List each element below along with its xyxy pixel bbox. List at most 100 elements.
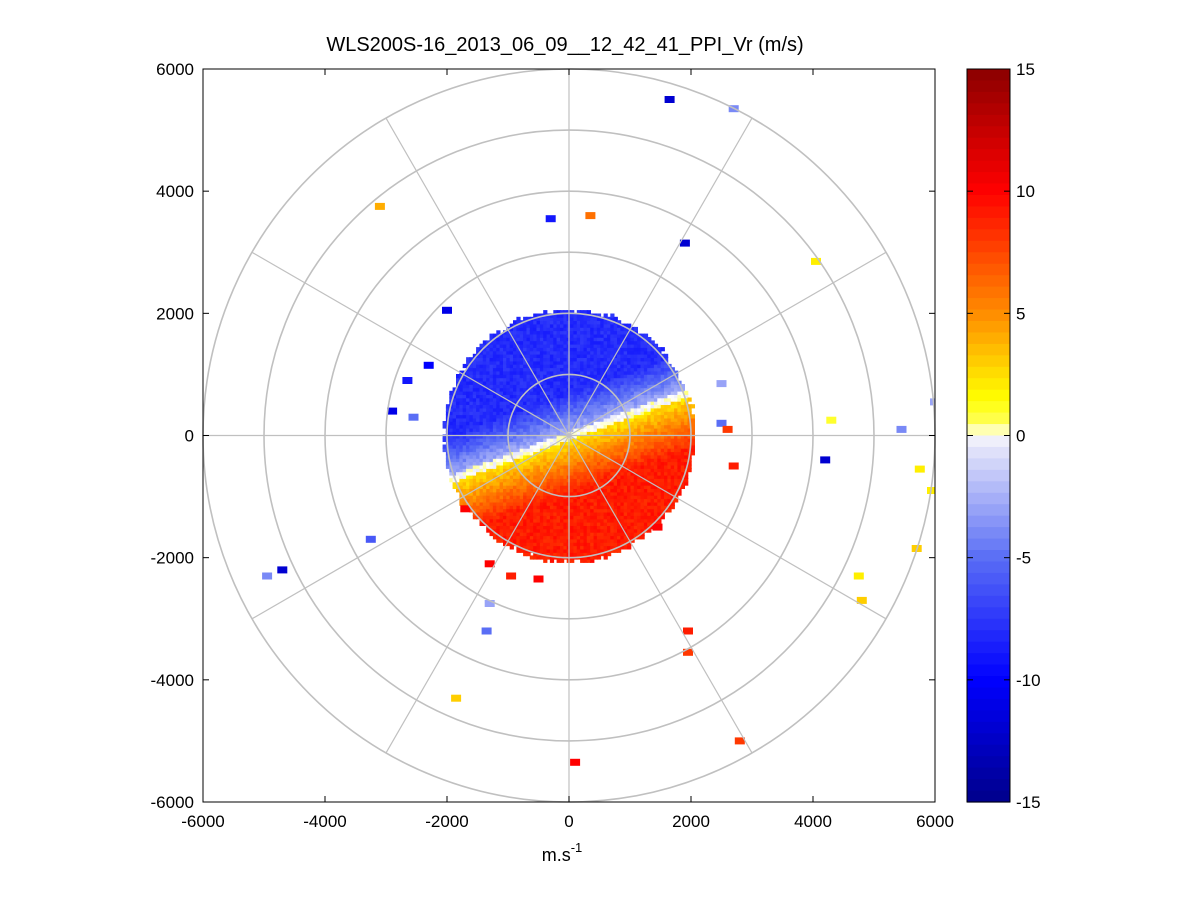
velocity-cell	[600, 400, 605, 405]
velocity-cell	[472, 357, 477, 362]
scatter-echo	[545, 215, 556, 223]
velocity-cell	[586, 326, 591, 332]
velocity-cell	[539, 481, 545, 486]
velocity-cell	[643, 505, 649, 510]
velocity-cell	[546, 333, 551, 338]
scatter-echo	[826, 416, 837, 424]
velocity-cell	[466, 437, 471, 442]
velocity-cell	[640, 521, 645, 526]
velocity-cell	[526, 367, 531, 372]
velocity-cell	[492, 387, 498, 392]
velocity-cell	[620, 390, 625, 395]
velocity-cell	[637, 377, 642, 382]
velocity-cell	[643, 481, 649, 486]
velocity-cell	[670, 457, 675, 463]
velocity-cell	[603, 414, 608, 419]
velocity-cell	[462, 431, 467, 436]
velocity-cell	[509, 340, 514, 345]
velocity-cell	[640, 357, 645, 362]
velocity-cell	[610, 545, 615, 550]
velocity-cell	[529, 508, 534, 513]
velocity-cell	[650, 478, 655, 483]
velocity-cell	[486, 494, 491, 500]
velocity-cell	[607, 535, 612, 540]
velocity-cell	[539, 515, 545, 520]
velocity-cell	[617, 357, 622, 362]
velocity-cell	[623, 478, 628, 483]
velocity-cell	[617, 538, 622, 543]
velocity-cell	[466, 367, 471, 372]
velocity-cell	[643, 374, 649, 379]
velocity-cell	[549, 441, 555, 446]
velocity-cell	[657, 360, 662, 365]
velocity-cell	[573, 541, 578, 547]
velocity-cell	[593, 347, 598, 352]
velocity-cell	[600, 404, 605, 409]
velocity-cell	[479, 447, 484, 453]
velocity-cell	[690, 404, 695, 409]
y-tick-label: 0	[185, 427, 194, 446]
velocity-cell	[590, 484, 595, 489]
velocity-cell	[482, 471, 487, 476]
velocity-cell	[533, 377, 538, 382]
velocity-cell	[573, 552, 578, 557]
velocity-cell	[529, 343, 534, 348]
velocity-cell	[449, 437, 454, 442]
velocity-cell	[459, 468, 464, 473]
velocity-cell	[536, 343, 541, 348]
velocity-cell	[580, 468, 585, 473]
velocity-cell	[496, 538, 501, 543]
velocity-cell	[664, 474, 669, 479]
velocity-cell	[613, 333, 618, 338]
velocity-cell	[563, 347, 568, 352]
velocity-cell	[546, 323, 551, 328]
velocity-cell	[523, 464, 528, 469]
velocity-cell	[586, 474, 591, 479]
velocity-cell	[596, 363, 602, 369]
velocity-cell	[516, 424, 521, 429]
velocity-cell	[513, 374, 518, 379]
velocity-cell	[580, 320, 585, 325]
velocity-cell	[553, 518, 558, 523]
velocity-cell	[667, 447, 672, 453]
velocity-cell	[486, 441, 491, 446]
velocity-cell	[684, 454, 689, 459]
velocity-cell	[573, 370, 578, 375]
velocity-cell	[462, 363, 467, 369]
velocity-cell	[647, 397, 652, 402]
velocity-cell	[640, 494, 645, 500]
velocity-cell	[513, 491, 518, 496]
velocity-cell	[657, 447, 662, 453]
velocity-cell	[519, 367, 524, 372]
velocity-cell	[466, 380, 471, 385]
velocity-cell	[563, 451, 568, 456]
velocity-cell	[476, 367, 481, 372]
velocity-cell	[482, 347, 487, 352]
velocity-cell	[674, 434, 679, 439]
velocity-cell	[472, 478, 477, 483]
velocity-cell	[593, 525, 598, 530]
velocity-cell	[466, 360, 471, 365]
velocity-cell	[513, 454, 518, 459]
velocity-cell	[600, 478, 605, 483]
velocity-cell	[637, 394, 642, 399]
colorbar-segment	[967, 91, 1010, 104]
velocity-cell	[489, 484, 494, 489]
velocity-cell	[499, 410, 504, 416]
velocity-cell	[630, 498, 635, 503]
velocity-cell	[607, 350, 612, 355]
velocity-cell	[603, 427, 608, 432]
velocity-cell	[660, 498, 665, 503]
velocity-cell	[617, 531, 622, 537]
velocity-cell	[677, 410, 682, 416]
velocity-cell	[489, 488, 494, 493]
velocity-cell	[539, 555, 545, 560]
velocity-cell	[516, 343, 521, 348]
velocity-cell	[560, 548, 565, 553]
velocity-cell	[670, 414, 675, 419]
velocity-cell	[513, 434, 518, 439]
velocity-cell	[613, 454, 618, 459]
velocity-cell	[489, 340, 494, 345]
velocity-cell	[489, 468, 494, 473]
velocity-cell	[607, 454, 612, 459]
